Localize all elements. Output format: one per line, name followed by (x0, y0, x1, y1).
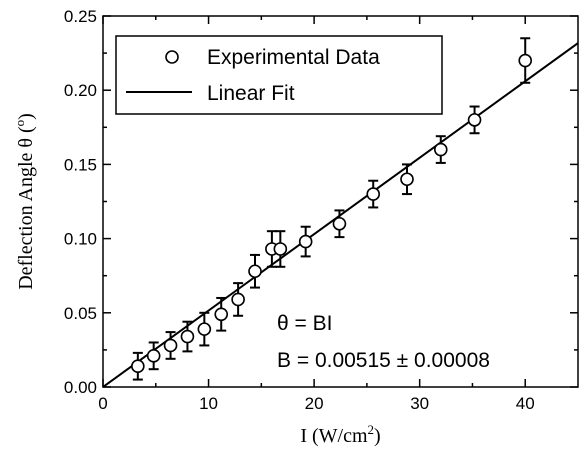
data-point-10 (298, 234, 313, 249)
data-point-4 (197, 322, 212, 336)
y-tick-label-0: 0.00 (64, 378, 97, 397)
x-axis-label-sup: 2 (368, 422, 375, 437)
legend-box (115, 35, 443, 115)
x-tick-label-1: 10 (199, 394, 218, 413)
annotations: θ = BI B = 0.00515 ± 0.00008 (277, 312, 490, 372)
y-tick-label-5: 0.25 (64, 7, 97, 26)
legend-label-experimental: Experimental Data (207, 46, 380, 69)
plot-area (103, 37, 578, 387)
annotation-slope: B = 0.00515 ± 0.00008 (277, 349, 490, 372)
data-point-12 (366, 187, 381, 201)
legend-marker-experimental (165, 50, 179, 64)
legend: Experimental Data Linear Fit (115, 35, 443, 115)
data-point-0 (131, 359, 145, 374)
y-tick-label-3: 0.15 (64, 155, 97, 174)
x-tick-label-0: 0 (98, 394, 107, 413)
data-point-7 (248, 264, 262, 279)
y-axis-label-sup: o (12, 120, 27, 127)
y-axis-label-close: ) (15, 113, 37, 120)
x-tick-label-3: 30 (410, 394, 429, 413)
x-tick-label-4: 40 (516, 394, 535, 413)
data-point-5 (214, 307, 229, 322)
y-tick-label-2: 0.10 (64, 230, 97, 249)
data-point-9 (273, 242, 288, 256)
y-axis-label: Deflection Angle θ (o) (12, 113, 37, 290)
axes: 0 10 20 30 40 0.00 0.05 0.10 0.15 0.20 0.25 I (W/cm… (12, 7, 579, 447)
data-point-11 (332, 216, 347, 231)
data-point-15 (467, 113, 482, 127)
y-tick-label-4: 0.20 (64, 81, 97, 100)
annotation-equation: θ = BI (277, 312, 332, 335)
data-point-6 (231, 292, 245, 307)
x-axis-label-main: I (W/cm (300, 425, 368, 447)
data-point-1 (146, 349, 161, 363)
x-axis-label-close: ) (374, 425, 381, 447)
x-axis-label: I (W/cm2) (300, 422, 380, 447)
data-point-13 (400, 172, 414, 187)
fit-line (103, 42, 578, 387)
data-point-2 (163, 338, 178, 353)
x-tick-label-2: 20 (305, 394, 324, 413)
y-tick-label-1: 0.05 (64, 304, 97, 323)
y-axis-label-main: Deflection Angle θ ( (15, 126, 37, 290)
data-point-14 (433, 142, 448, 157)
legend-label-fit: Linear Fit (207, 82, 295, 105)
data-point-3 (180, 329, 195, 344)
data-point-16 (518, 53, 533, 68)
